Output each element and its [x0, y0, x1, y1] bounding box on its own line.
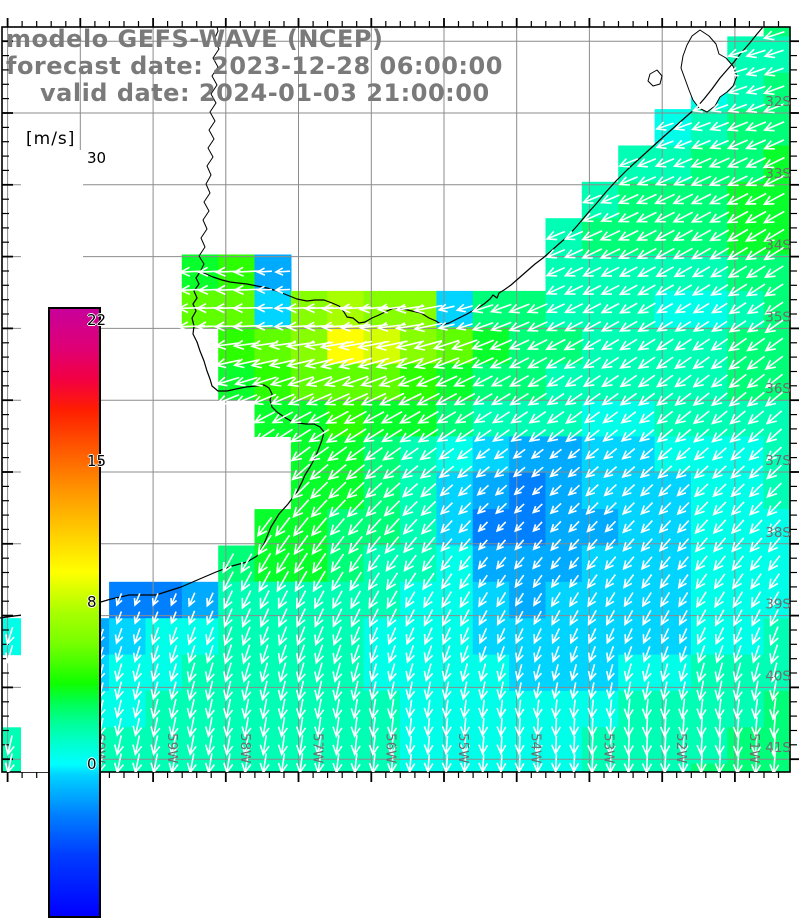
lat-label: 35S	[765, 309, 791, 325]
colorbar-tick-label: 0	[87, 755, 97, 773]
lat-label: 33S	[765, 166, 791, 182]
small-lagoon-outline	[647, 69, 663, 87]
lat-label: 41S	[765, 740, 791, 756]
title-block: modelo GEFS-WAVE (NCEP) forecast date: 2…	[6, 26, 503, 107]
lat-label: 34S	[765, 238, 791, 254]
valid-date-line: valid date: 2024-01-03 21:00:00	[40, 79, 490, 107]
axis-labels: 32S33S34S35S36S37S38S39S40S41S61W60W59W5…	[19, 94, 791, 764]
lon-label: 58W	[237, 733, 253, 764]
lat-label: 36S	[765, 381, 791, 397]
direction-arrows	[4, 30, 785, 772]
colorbar-tick-label: 22	[87, 310, 107, 329]
lat-label: 37S	[765, 453, 791, 469]
lon-label: 51W	[746, 733, 762, 764]
forecast-map: 32S33S34S35S36S37S38S39S40S41S61W60W59W5…	[0, 18, 799, 918]
lon-label: 59W	[164, 733, 180, 764]
colorbar	[21, 150, 101, 918]
lon-label: 53W	[600, 733, 616, 764]
lon-label: 56W	[382, 733, 398, 764]
colorbar-tick-label: 8	[87, 593, 97, 612]
model-title: modelo GEFS-WAVE (NCEP)	[6, 25, 384, 53]
map-canvas: 32S33S34S35S36S37S38S39S40S41S61W60W59W5…	[0, 18, 799, 782]
colorbar-gradient	[48, 307, 101, 918]
lat-label: 38S	[765, 525, 791, 541]
colorbar-tick-label: 30	[87, 149, 107, 167]
lat-label: 39S	[765, 597, 791, 613]
lat-label: 32S	[765, 94, 791, 110]
coastline-main	[0, 26, 764, 619]
lon-label: 52W	[673, 733, 689, 764]
colorbar-tick-label: 15	[87, 452, 107, 470]
forecast-date-line: forecast date: 2023-12-28 06:00:00	[6, 52, 503, 80]
lat-label: 40S	[765, 668, 791, 684]
colorbar-unit-label: [m/s]	[24, 129, 78, 149]
uruguay-river	[198, 26, 220, 273]
lon-label: 54W	[528, 733, 544, 764]
lon-label: 55W	[455, 733, 471, 764]
lon-label: 57W	[310, 733, 326, 764]
axis-frame-ticks	[1, 18, 799, 782]
